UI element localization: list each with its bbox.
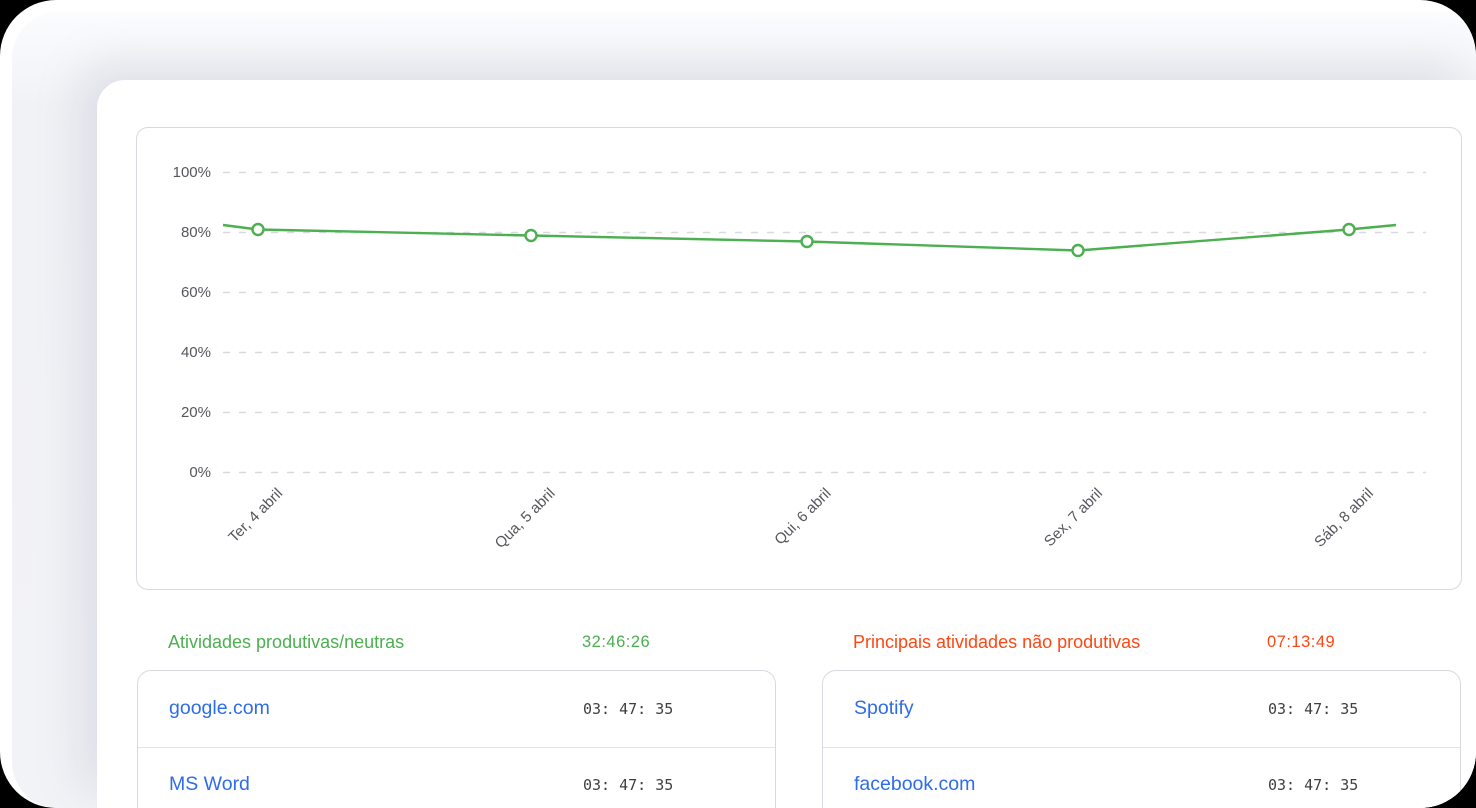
activity-link[interactable]: MS Word	[169, 773, 250, 796]
productive-section-title: Atividades produtivas/neutras	[168, 632, 405, 652]
activity-link[interactable]: Spotify	[854, 697, 914, 720]
list-item: MS Word 03: 47: 35	[138, 746, 775, 808]
nonproductive-section-title: Principais atividades não produtivas	[853, 632, 1141, 652]
list-item: google.com 03: 47: 35	[138, 671, 775, 747]
data-point-marker[interactable]	[800, 234, 814, 249]
activity-time: 03: 47: 35	[1268, 775, 1359, 794]
y-axis-tick-label: 80%	[180, 223, 211, 241]
activity-time: 03: 47: 35	[583, 699, 674, 718]
data-point-marker[interactable]	[251, 222, 265, 237]
data-point-marker[interactable]	[1071, 243, 1085, 258]
list-item: Spotify 03: 47: 35	[823, 671, 1460, 747]
content-card: 100% 80% 60% 40% 20% 0% Ter, 4 abril Qua, 5 abr…	[97, 80, 1476, 808]
productivity-chart-panel: 100% 80% 60% 40% 20% 0% Ter, 4 abril Qua, 5 abr…	[136, 127, 1462, 590]
productivity-line-chart	[222, 171, 1426, 474]
y-axis-tick-label: 0%	[189, 463, 211, 481]
productive-activities-list: google.com 03: 47: 35 MS Word 03: 47: 35	[137, 670, 776, 808]
y-axis-tick-label: 20%	[180, 403, 211, 421]
data-point-marker[interactable]	[1342, 222, 1356, 237]
nonproductive-section-header: Principais atividades não produtivas 07:…	[822, 632, 1461, 656]
productive-section-header: Atividades produtivas/neutras 32:46:26	[137, 632, 776, 656]
nonproductive-total-time: 07:13:49	[1267, 633, 1336, 651]
y-axis-tick-label: 100%	[172, 163, 211, 181]
activity-link[interactable]: facebook.com	[854, 773, 976, 796]
productive-total-time: 32:46:26	[582, 633, 651, 651]
activity-link[interactable]: google.com	[169, 697, 270, 720]
data-point-marker[interactable]	[524, 228, 538, 243]
y-axis-tick-label: 40%	[180, 343, 211, 361]
nonproductive-activities-list: Spotify 03: 47: 35 facebook.com 03: 47: …	[822, 670, 1461, 808]
y-axis-tick-label: 60%	[180, 283, 211, 301]
list-item: facebook.com 03: 47: 35	[823, 746, 1460, 808]
activity-time: 03: 47: 35	[1268, 699, 1359, 718]
activity-time: 03: 47: 35	[583, 775, 674, 794]
